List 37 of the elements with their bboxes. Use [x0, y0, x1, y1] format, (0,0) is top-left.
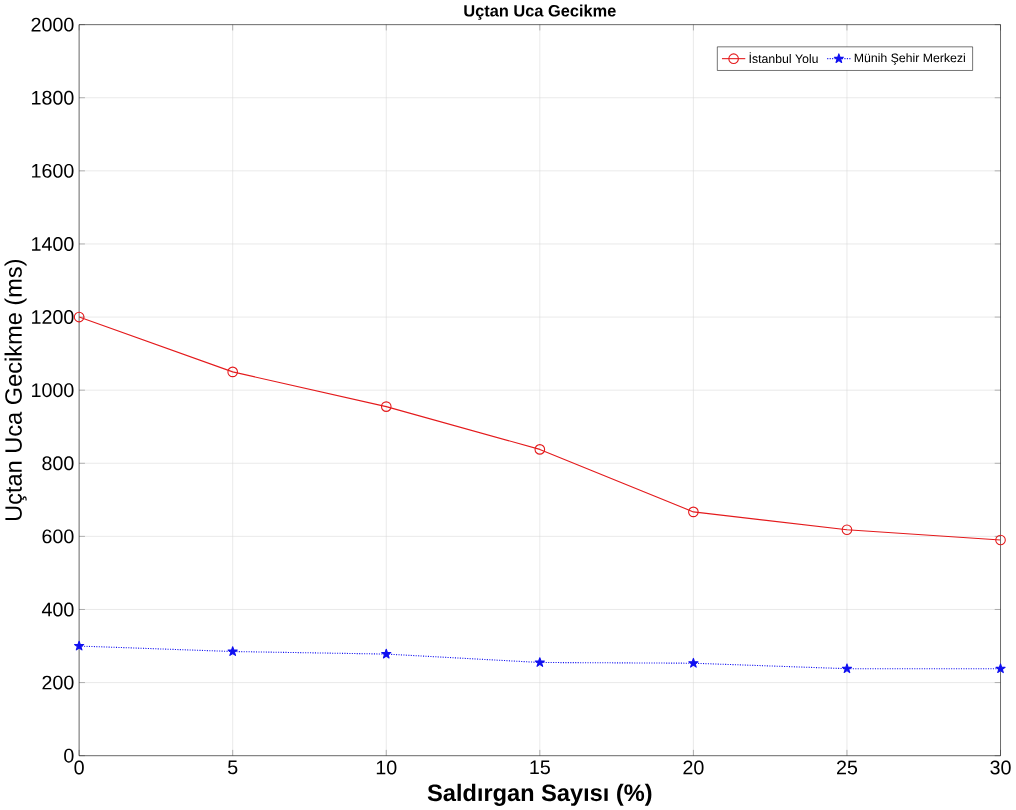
point	[534, 443, 546, 455]
point	[995, 534, 1006, 546]
y-tick-label: 400	[41, 602, 74, 617]
x-tick-label: 25	[837, 760, 858, 775]
y-tick-label: 800	[42, 456, 74, 471]
point	[74, 640, 85, 651]
point	[688, 657, 699, 668]
x-tick-label: 5	[228, 760, 238, 775]
y-tick-label: 0	[64, 748, 74, 763]
point	[841, 663, 853, 673]
point	[227, 366, 239, 377]
y-tick-label: 1000	[32, 382, 74, 397]
y-tick-label: 200	[42, 675, 74, 690]
legend-label: İstanbul Yolu	[749, 52, 818, 63]
y-tick-label: 600	[42, 529, 74, 544]
point	[841, 524, 853, 535]
x-axis-title: Saldırgan Sayısı (%)	[427, 783, 652, 806]
point	[534, 656, 545, 667]
point	[380, 401, 392, 412]
y-tick-label: 1600	[32, 163, 74, 178]
x-tick-label: 10	[376, 760, 397, 775]
chart-title: Uçtan Uca Gecikme	[464, 4, 616, 20]
y-tick-label: 1200	[32, 309, 74, 324]
legend-label: Münih Şehir Merkezi	[854, 52, 965, 65]
x-tick-label: 30	[990, 760, 1011, 775]
x-tick-label: 20	[683, 760, 704, 775]
point	[995, 663, 1006, 673]
y-tick-label: 2000	[31, 17, 74, 32]
y-tick-label: 1800	[32, 90, 74, 105]
point	[227, 645, 238, 656]
point	[381, 648, 392, 659]
point	[73, 311, 85, 323]
y-tick-label: 1400	[32, 236, 74, 251]
y-axis-title: Uçtan Uca Gecikme (ms)	[4, 259, 27, 520]
point	[688, 506, 699, 517]
x-tick-label: 15	[530, 760, 550, 775]
x-tick-label: 0	[74, 760, 84, 775]
